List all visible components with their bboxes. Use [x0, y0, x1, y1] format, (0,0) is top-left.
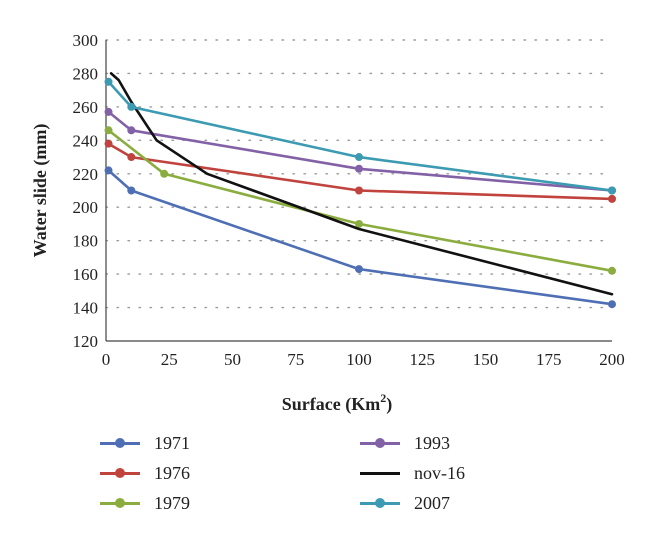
y-tick-label: 280 — [73, 64, 99, 83]
x-tick-label: 0 — [102, 350, 111, 369]
y-tick-label: 260 — [73, 98, 99, 117]
x-tick-label: 50 — [224, 350, 241, 369]
legend-item: 2007 — [360, 490, 450, 516]
series-2007 — [104, 77, 616, 195]
data-point — [355, 186, 363, 195]
data-point — [608, 266, 616, 275]
legend-label: 1979 — [154, 492, 190, 513]
series-1971 — [104, 166, 616, 309]
legend-swatch — [100, 495, 140, 511]
series-line — [107, 110, 614, 192]
data-point — [127, 153, 136, 162]
data-point — [608, 186, 616, 195]
y-tick-label: 180 — [73, 232, 99, 251]
x-tick-label: 100 — [346, 350, 372, 369]
data-point — [127, 102, 136, 111]
x-tick-label: 75 — [287, 350, 304, 369]
legend-item: 1979 — [100, 490, 190, 516]
data-point — [608, 300, 616, 309]
legend: 1971 1976 1979 1993 nov-16 2007 — [100, 430, 620, 530]
legend-label: 1976 — [154, 462, 190, 483]
data-point — [355, 219, 363, 228]
data-point — [104, 166, 113, 175]
x-tick-label: 150 — [473, 350, 499, 369]
legend-label: 2007 — [414, 492, 450, 513]
legend-swatch — [360, 495, 400, 511]
x-axis-title: Surface (Km2) — [282, 391, 392, 415]
y-tick-label: 120 — [73, 332, 99, 351]
legend-label: 1993 — [414, 432, 450, 453]
x-tick-label: 200 — [599, 350, 625, 369]
legend-swatch — [360, 465, 400, 481]
y-tick-label: 200 — [73, 198, 99, 217]
legend-item: 1993 — [360, 430, 450, 456]
data-point — [355, 153, 363, 162]
legend-label: nov-16 — [414, 462, 465, 483]
y-tick-label: 140 — [73, 299, 99, 318]
series-line — [107, 142, 614, 201]
series-nov-16 — [109, 72, 614, 296]
data-point — [127, 186, 136, 195]
data-point — [127, 126, 136, 135]
data-point — [104, 107, 113, 116]
series-1976 — [104, 139, 616, 203]
data-point — [104, 77, 113, 86]
data-point — [104, 139, 113, 148]
legend-swatch — [100, 435, 140, 451]
series-line — [107, 80, 614, 192]
series-line — [107, 169, 614, 306]
data-point — [355, 164, 363, 173]
legend-swatch — [100, 465, 140, 481]
data-point — [104, 126, 113, 135]
legend-item: 1976 — [100, 460, 190, 486]
x-tick-label: 125 — [410, 350, 436, 369]
data-point — [355, 265, 363, 274]
legend-item: nov-16 — [360, 460, 465, 486]
y-tick-label: 160 — [73, 265, 99, 284]
y-axis-title: Water slide (mm) — [30, 124, 51, 258]
data-point — [608, 194, 616, 203]
legend-item: 1971 — [100, 430, 190, 456]
series-1979 — [104, 126, 616, 275]
x-tick-label: 175 — [536, 350, 562, 369]
series-line — [109, 72, 614, 296]
y-tick-label: 300 — [73, 31, 99, 50]
x-tick-label: 25 — [161, 350, 178, 369]
data-point — [160, 169, 169, 178]
y-tick-label: 220 — [73, 165, 99, 184]
legend-label: 1971 — [154, 432, 190, 453]
series-line — [107, 129, 614, 273]
legend-swatch — [360, 435, 400, 451]
y-tick-label: 240 — [73, 131, 99, 150]
